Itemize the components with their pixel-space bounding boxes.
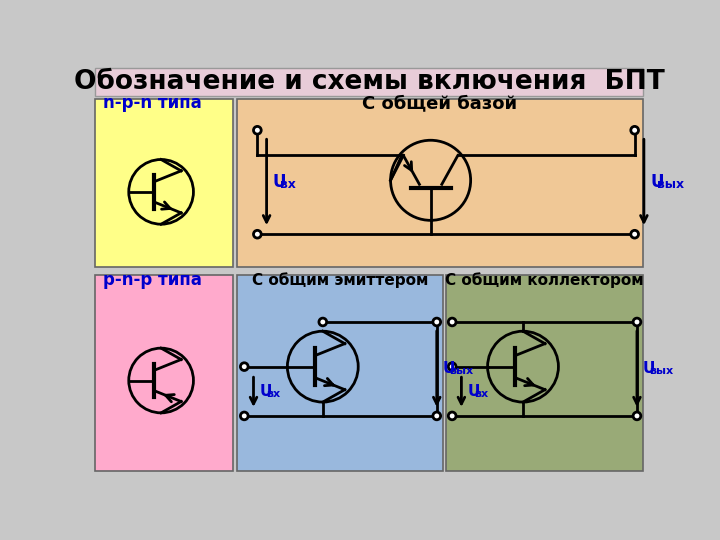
Bar <box>446 275 643 471</box>
Circle shape <box>319 318 327 326</box>
Text: С общей базой: С общей базой <box>362 94 518 112</box>
Text: p-n-p типа: p-n-p типа <box>102 271 202 289</box>
Circle shape <box>631 231 639 238</box>
Circle shape <box>240 363 248 370</box>
Text: вых: вых <box>649 366 674 376</box>
Text: С общим эмиттером: С общим эмиттером <box>251 272 428 288</box>
Text: вых: вых <box>449 366 473 376</box>
Text: С общим коллектором: С общим коллектором <box>445 272 644 288</box>
Text: вх: вх <box>266 389 280 399</box>
Circle shape <box>633 412 641 420</box>
Text: Обозначение и схемы включения  БПТ: Обозначение и схемы включения БПТ <box>73 69 665 94</box>
Text: U: U <box>260 384 272 399</box>
Text: U: U <box>443 361 455 376</box>
Circle shape <box>433 412 441 420</box>
Circle shape <box>449 412 456 420</box>
Circle shape <box>631 126 639 134</box>
Text: вх: вх <box>279 178 295 191</box>
Text: n-p-n типа: n-p-n типа <box>102 94 202 112</box>
Circle shape <box>449 318 456 326</box>
Circle shape <box>253 231 261 238</box>
Circle shape <box>253 126 261 134</box>
Bar <box>237 99 643 267</box>
Text: вх: вх <box>474 389 488 399</box>
Bar <box>95 68 643 96</box>
Text: U: U <box>273 173 287 191</box>
Circle shape <box>433 318 441 326</box>
Text: U: U <box>467 384 480 399</box>
Bar <box>95 99 233 267</box>
Bar <box>237 275 443 471</box>
Text: U: U <box>643 361 655 376</box>
Circle shape <box>240 412 248 420</box>
Text: U: U <box>650 173 664 191</box>
Bar <box>95 275 233 471</box>
Circle shape <box>449 363 456 370</box>
Text: вых: вых <box>657 178 684 191</box>
Circle shape <box>633 318 641 326</box>
